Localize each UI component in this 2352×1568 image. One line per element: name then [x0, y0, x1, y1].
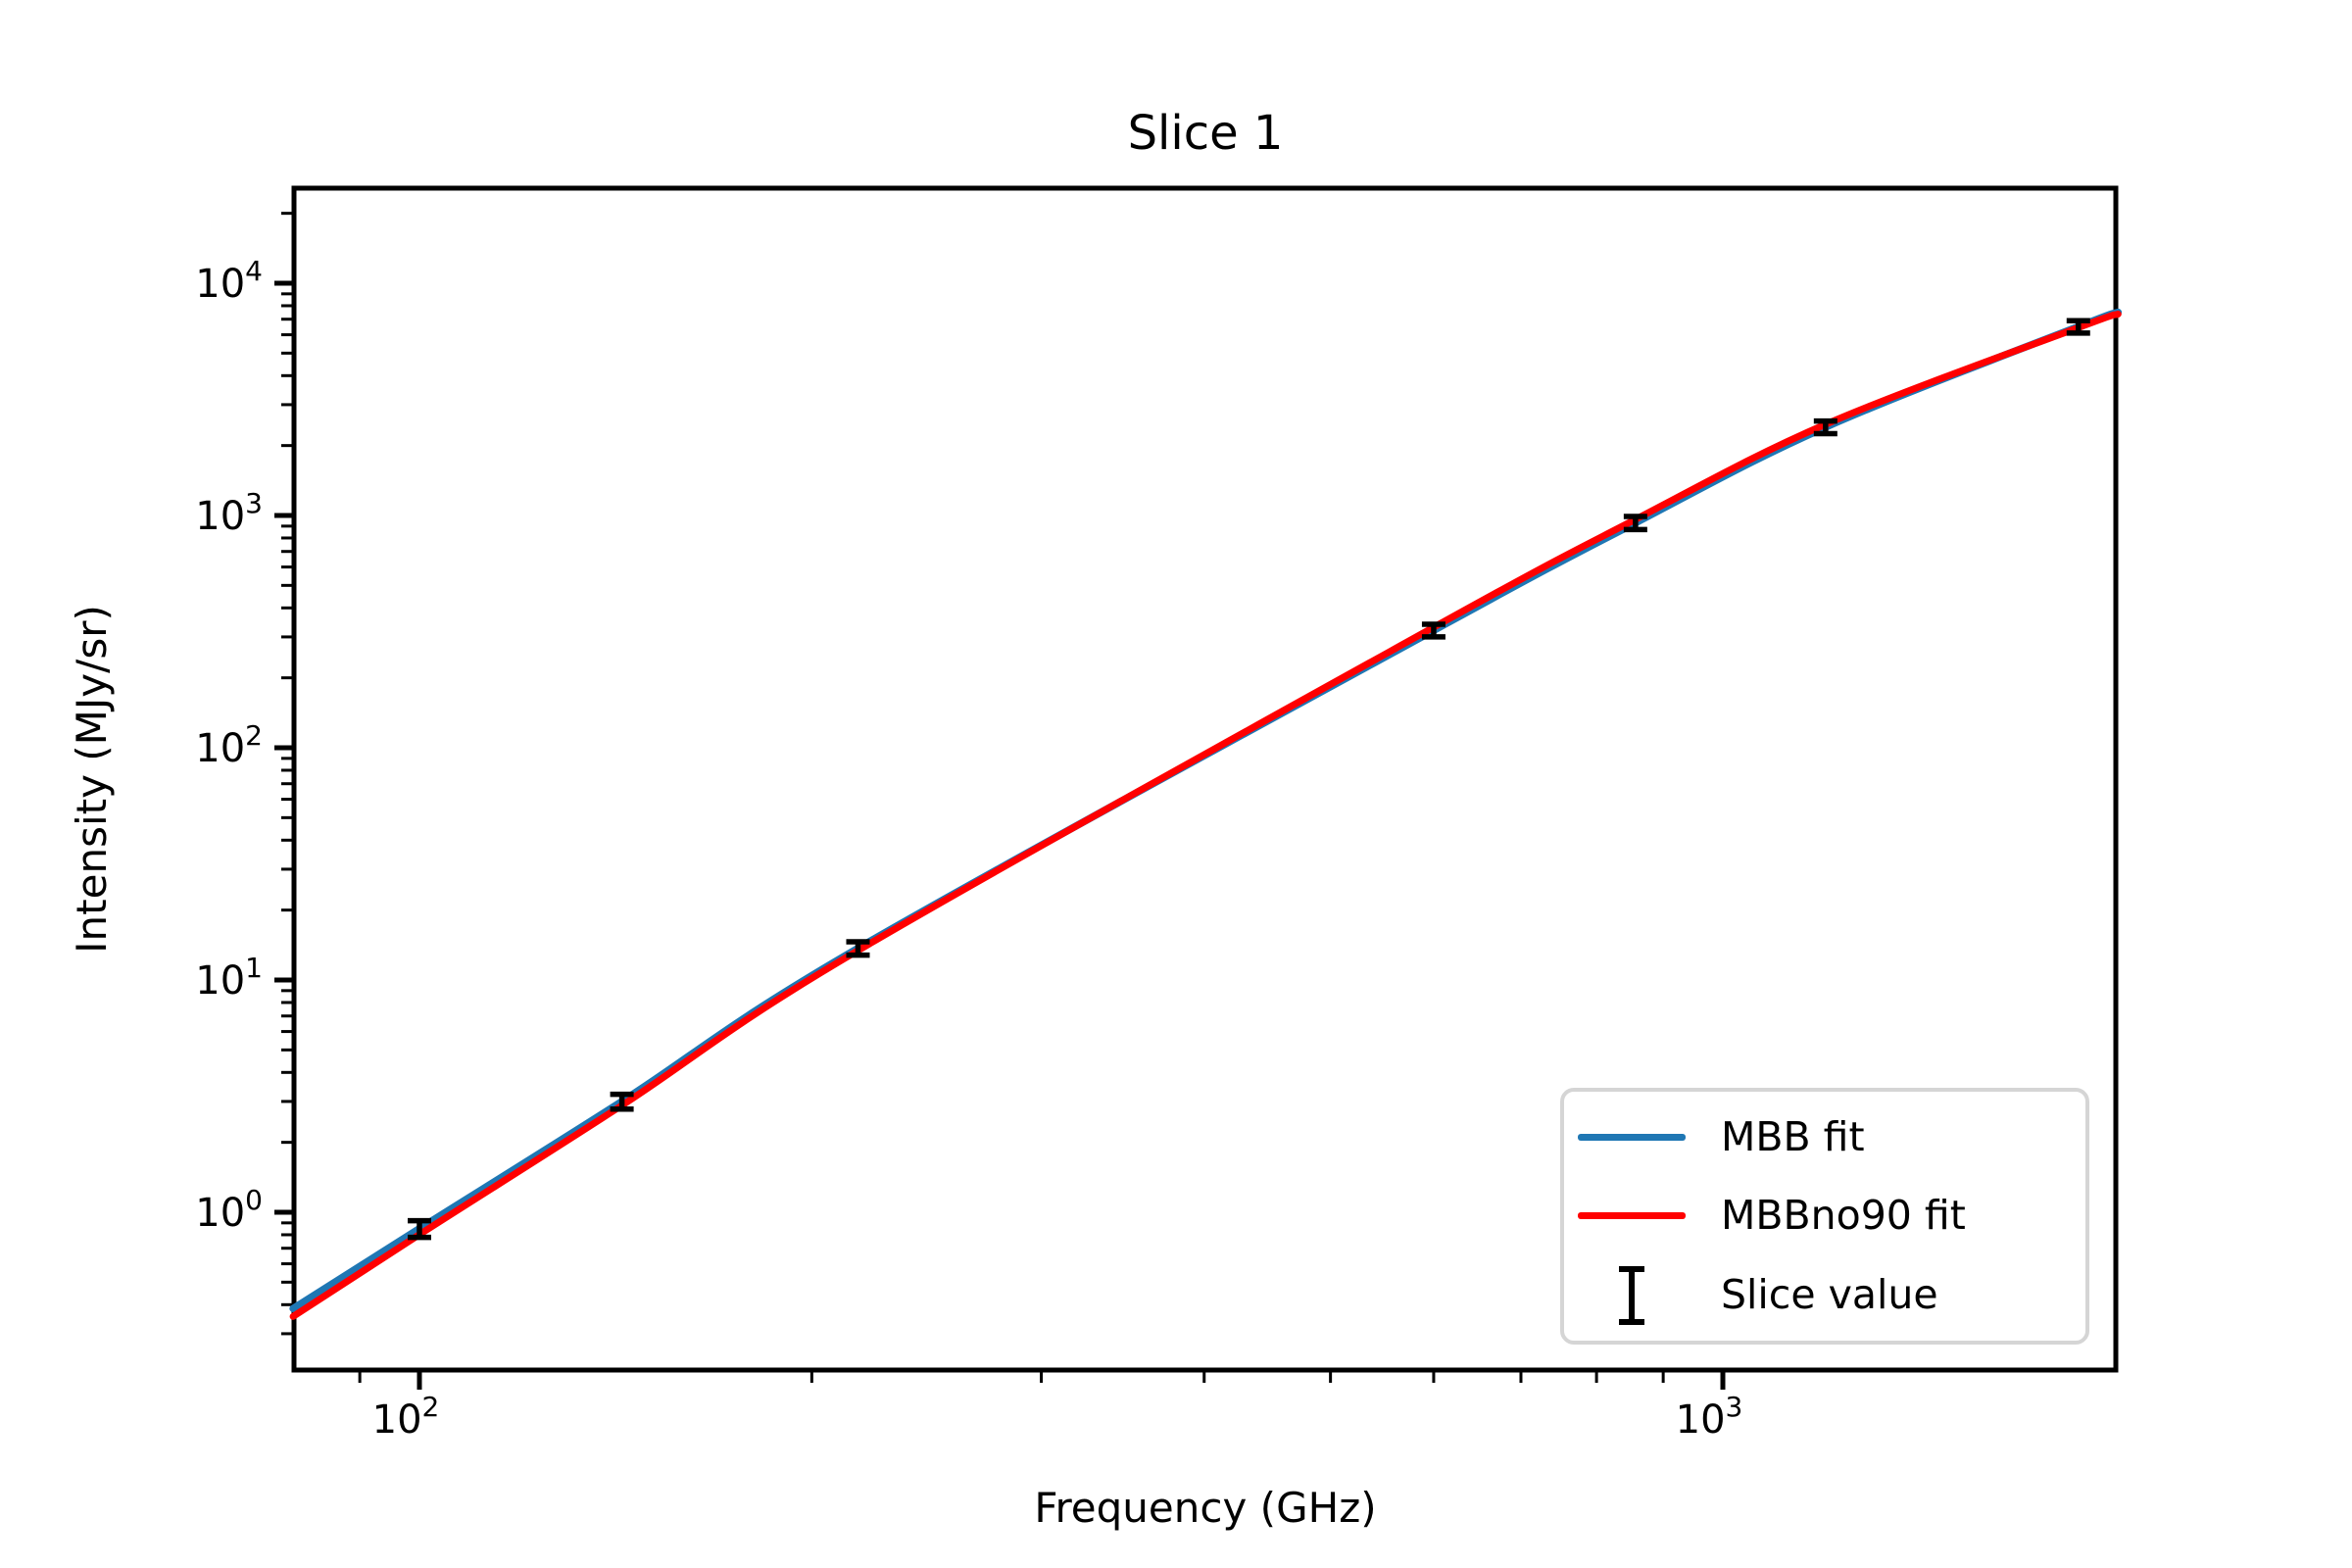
mbb-fit-line-swatch	[1578, 1133, 1686, 1141]
error-bar	[1421, 621, 1446, 640]
y-tick-label: 101	[195, 952, 263, 1004]
fit-curves	[289, 308, 2123, 1320]
y-tick-label: 100	[195, 1184, 263, 1236]
y-tick-label: 104	[195, 255, 263, 307]
x-axis-label: Frequency (GHz)	[1034, 1484, 1376, 1532]
y-axis-label: Intensity (MJy/sr)	[68, 605, 116, 954]
error-bar	[1813, 417, 1838, 437]
error-bar	[610, 1091, 634, 1112]
error-bar	[1623, 514, 1647, 533]
plot-frame	[291, 185, 2119, 1373]
legend-label-slice-value: Slice value	[1721, 1271, 1938, 1319]
legend: MBB fit MBBno90 fit Slice value	[1560, 1088, 2089, 1345]
legend-item-mbbno90-fit: MBBno90 fit	[1578, 1177, 2072, 1255]
tick-labels: 102 103 100 101 102 103 104	[195, 255, 1742, 1443]
legend-label-mbbno90-fit: MBBno90 fit	[1721, 1192, 1966, 1240]
legend-item-slice-value: Slice value	[1578, 1256, 2072, 1335]
legend-label-mbb-fit: MBB fit	[1721, 1112, 1865, 1160]
error-bar	[846, 939, 870, 958]
mbbno90-fit-line	[289, 311, 2122, 1320]
errorbar-icon	[1578, 1263, 1686, 1328]
data-error-bars	[408, 318, 2090, 1241]
x-tick-label: 102	[372, 1391, 440, 1443]
error-bar	[2066, 318, 2090, 336]
major-ticks	[274, 280, 1726, 1390]
legend-item-mbb-fit: MBB fit	[1578, 1098, 2072, 1176]
mbbno90-fit-line-swatch	[1578, 1212, 1686, 1220]
minor-ticks	[281, 212, 1665, 1383]
chart-title: Slice 1	[1128, 106, 1284, 161]
x-tick-label: 103	[1676, 1391, 1743, 1443]
error-bar	[408, 1217, 431, 1241]
y-tick-label: 103	[195, 487, 263, 539]
y-tick-label: 102	[195, 719, 263, 771]
